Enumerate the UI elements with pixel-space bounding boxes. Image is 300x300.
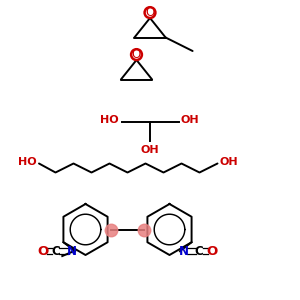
Text: C: C bbox=[52, 245, 60, 258]
Text: HO: HO bbox=[100, 115, 119, 125]
Text: C: C bbox=[195, 245, 203, 258]
Text: O: O bbox=[37, 245, 49, 258]
Text: O: O bbox=[206, 245, 218, 258]
Text: HO: HO bbox=[18, 157, 37, 167]
Text: N: N bbox=[67, 245, 76, 258]
Text: O: O bbox=[132, 48, 141, 61]
Text: O: O bbox=[146, 6, 154, 19]
Text: OH: OH bbox=[181, 115, 200, 125]
Text: N: N bbox=[178, 245, 188, 258]
Text: OH: OH bbox=[220, 157, 239, 167]
Text: OH: OH bbox=[141, 145, 159, 154]
